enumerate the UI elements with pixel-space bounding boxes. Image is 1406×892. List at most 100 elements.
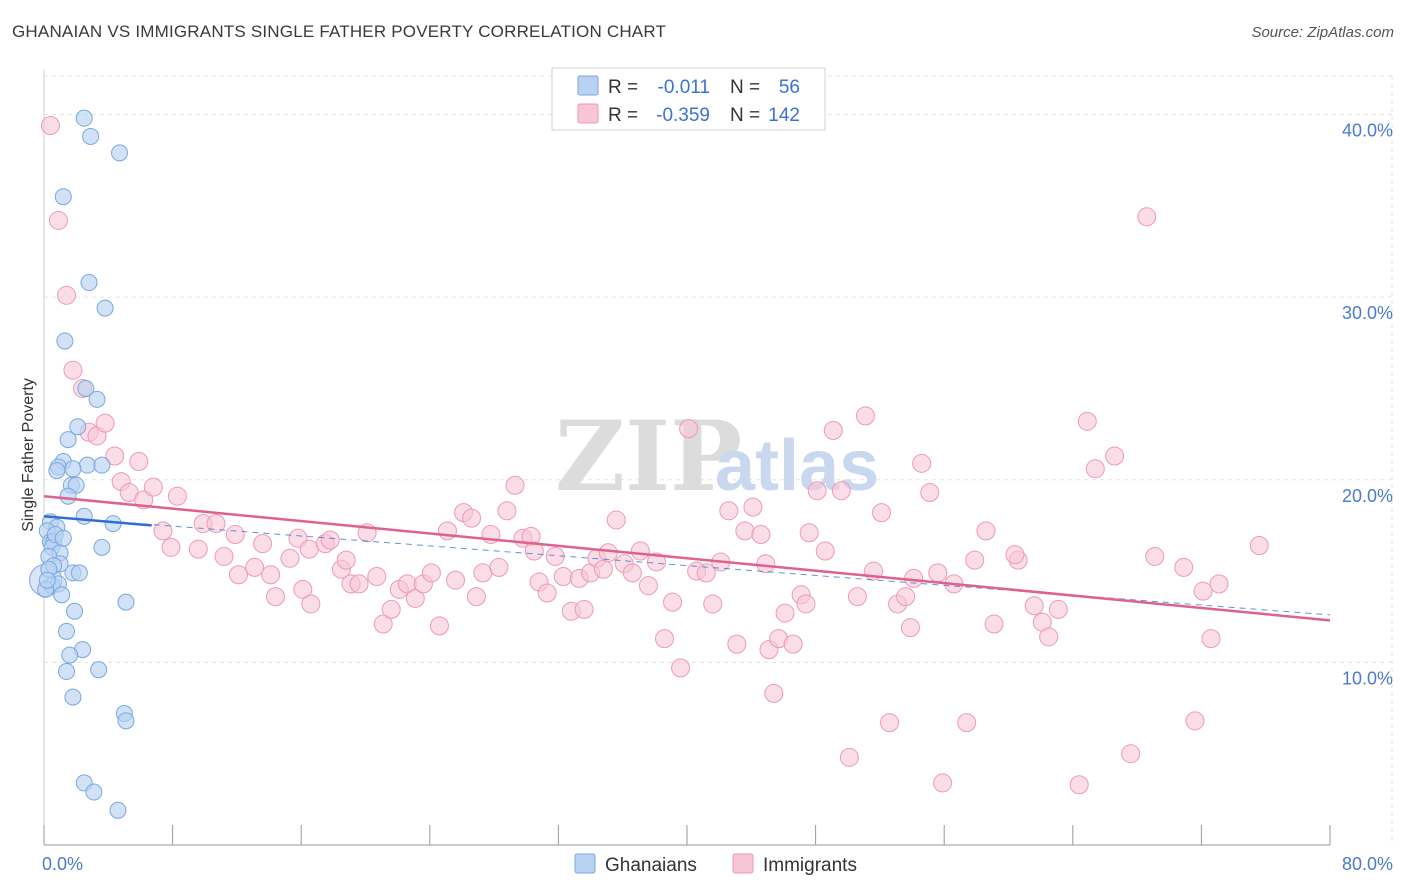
immigrants-point xyxy=(880,713,900,733)
immigrants-point xyxy=(143,477,163,497)
watermark-atlas: atlas xyxy=(715,426,879,506)
immigrants-point xyxy=(1249,536,1269,556)
axes-layer xyxy=(43,70,1331,846)
immigrants-point xyxy=(775,603,795,623)
immigrants-point xyxy=(646,552,666,572)
legend-n-value-ghanaians: 56 xyxy=(779,77,800,98)
immigrants-point xyxy=(638,576,658,596)
immigrants-point xyxy=(188,539,208,559)
immigrants-point xyxy=(912,453,932,473)
immigrants-point xyxy=(622,563,642,583)
ghanaians-point xyxy=(85,783,103,801)
immigrants-point xyxy=(831,481,851,501)
y-tick-labels: 10.0% 20.0% 30.0% 40.0% xyxy=(1342,121,1393,689)
immigrants-point xyxy=(437,521,457,541)
ghanaians-point xyxy=(75,109,93,127)
immigrants-point xyxy=(161,537,181,557)
y-tick-label: 10.0% xyxy=(1342,668,1393,688)
immigrants-point xyxy=(320,530,340,550)
immigrants-point xyxy=(1077,411,1097,431)
ghanaians-trend-extension xyxy=(43,515,1331,616)
y-tick-label: 30.0% xyxy=(1342,303,1393,323)
x-tick-label: 80.0% xyxy=(1342,854,1393,874)
immigrants-point xyxy=(933,773,953,793)
immigrants-point xyxy=(373,614,393,634)
legend-box: R = -0.011 N = 56 R = -0.359 N = 142 xyxy=(551,67,826,131)
ghanaians-point xyxy=(70,564,88,582)
immigrants-point xyxy=(764,683,784,703)
immigrants-point xyxy=(1201,629,1221,649)
x-tick-label: 0.0% xyxy=(42,854,83,874)
immigrants-point xyxy=(855,406,875,426)
immigrants-point xyxy=(299,539,319,559)
immigrants-point xyxy=(505,475,525,495)
ghanaians-point xyxy=(77,379,95,397)
immigrants-point xyxy=(553,567,573,587)
trend-lines xyxy=(43,494,1331,622)
legend-swatch-ghanaians xyxy=(577,75,599,96)
immigrants-point xyxy=(57,285,77,305)
immigrants-point xyxy=(815,541,835,561)
immigrants-point xyxy=(167,486,187,506)
immigrants-point xyxy=(537,583,557,603)
ghanaians-point xyxy=(117,593,135,611)
immigrants-point xyxy=(497,501,517,521)
legend-r-label-ghanaians: R = xyxy=(608,77,638,98)
immigrants-point xyxy=(839,747,859,767)
legend-n-value-immigrants: 142 xyxy=(768,105,800,126)
ghanaians-point xyxy=(64,688,82,706)
bottom-legend-label-ghanaians: Ghanaians xyxy=(605,855,697,876)
immigrants-point xyxy=(1039,627,1059,647)
immigrants-point xyxy=(663,592,683,612)
immigrants-point xyxy=(462,508,482,528)
immigrants-point xyxy=(928,563,948,583)
bottom-legend-label-immigrants: Immigrants xyxy=(763,855,857,876)
immigrants-point xyxy=(1193,581,1213,601)
immigrants-point xyxy=(1048,599,1068,619)
legend-r-value-ghanaians: -0.011 xyxy=(658,77,710,98)
ghanaians-point xyxy=(58,663,76,681)
immigrants-point xyxy=(654,629,674,649)
immigrants-point xyxy=(265,587,285,607)
immigrants-point xyxy=(48,210,68,230)
ghanaians-point xyxy=(93,456,111,474)
immigrants-point xyxy=(206,514,226,534)
immigrants-point xyxy=(719,501,739,521)
immigrants-point xyxy=(1145,546,1165,566)
ghanaians-point xyxy=(90,661,108,679)
immigrants-point xyxy=(40,115,60,135)
immigrants-point xyxy=(799,523,819,543)
ghanaians-point xyxy=(117,712,135,730)
immigrants-point xyxy=(63,360,83,380)
ghanaians-point xyxy=(54,529,72,547)
chart-source: Source: ZipAtlas.com xyxy=(1251,24,1394,41)
y-axis-title: Single Father Poverty xyxy=(20,378,37,532)
immigrants-point xyxy=(727,634,747,654)
immigrants-point xyxy=(1085,459,1105,479)
ghanaians-point xyxy=(111,144,129,162)
ghanaians-trend-line xyxy=(43,515,152,527)
grid-layer xyxy=(44,75,1393,845)
bottom-legend-swatch-immigrants xyxy=(732,853,754,874)
legend-r-label-immigrants: R = xyxy=(608,105,638,126)
y-tick-label: 40.0% xyxy=(1342,121,1393,141)
immigrants-point xyxy=(703,594,723,614)
legend-n-label-ghanaians: N = xyxy=(730,77,760,98)
ghanaians-point xyxy=(109,801,127,819)
ghanaians-point xyxy=(69,418,87,436)
immigrants-point xyxy=(446,570,466,590)
immigrants-points xyxy=(40,115,1269,795)
immigrants-point xyxy=(245,557,265,577)
immigrants-point xyxy=(807,481,827,501)
ghanaians-point xyxy=(80,274,98,292)
immigrants-point xyxy=(1174,557,1194,577)
immigrants-point xyxy=(1069,775,1089,795)
immigrants-point xyxy=(466,587,486,607)
immigrants-point xyxy=(1209,574,1229,594)
immigrants-point xyxy=(153,521,173,541)
immigrants-point xyxy=(1137,207,1157,227)
immigrants-point xyxy=(349,574,369,594)
immigrants-point xyxy=(965,550,985,570)
immigrants-point xyxy=(293,579,313,599)
immigrants-point xyxy=(1185,711,1205,731)
